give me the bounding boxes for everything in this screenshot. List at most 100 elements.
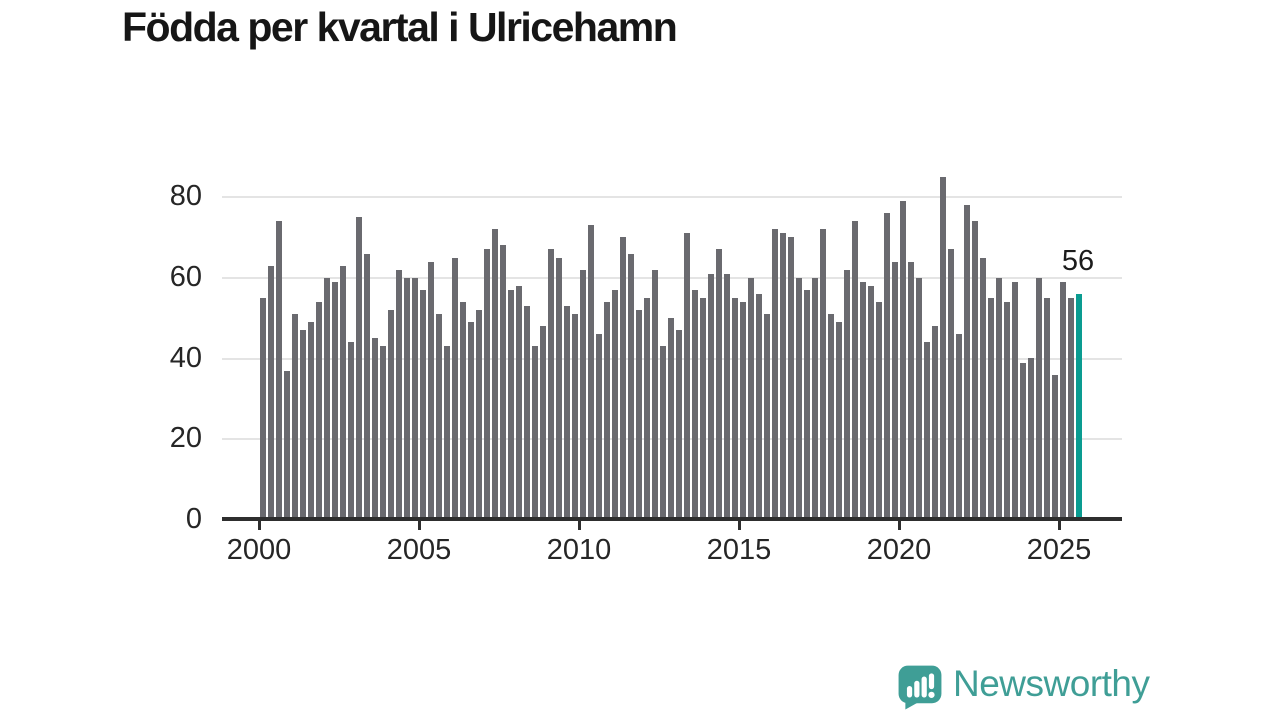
gridline [222, 196, 1122, 198]
bar [780, 233, 786, 520]
bar [764, 314, 770, 520]
bar [444, 346, 450, 520]
bar [428, 262, 434, 520]
bar [956, 334, 962, 520]
bar [1068, 298, 1074, 520]
bar [788, 237, 794, 520]
bar [668, 318, 674, 520]
x-tick-label: 2005 [386, 534, 452, 566]
bar [684, 233, 690, 520]
bar [860, 282, 866, 520]
bar [436, 314, 442, 520]
bar [260, 298, 266, 520]
bar [348, 342, 354, 520]
bar [500, 245, 506, 520]
bar [340, 266, 346, 520]
y-tick-label: 20 [169, 422, 202, 455]
last-bar-value-label: 56 [1061, 245, 1095, 277]
x-tick-label: 2010 [546, 534, 612, 566]
y-tick-label: 60 [169, 260, 202, 293]
bar [876, 302, 882, 520]
bar [732, 298, 738, 520]
y-tick-label: 80 [169, 180, 202, 212]
bar [900, 201, 906, 520]
gridline [222, 276, 1122, 279]
bar [820, 229, 826, 520]
bar [324, 278, 330, 520]
bar [572, 314, 578, 520]
bar [356, 217, 362, 520]
x-tick-mark [1058, 520, 1061, 530]
bar [452, 258, 458, 520]
bar [804, 290, 810, 520]
bar [412, 278, 418, 520]
bar [476, 310, 482, 520]
bar [460, 302, 466, 520]
bar [532, 346, 538, 520]
bar [388, 310, 394, 520]
bar [636, 310, 642, 520]
bar [924, 342, 930, 520]
bar [660, 346, 666, 520]
bar [868, 286, 874, 520]
x-tick-label: 2000 [226, 534, 292, 566]
newsworthy-logo: Newsworthy [897, 663, 1150, 710]
bar [556, 258, 562, 520]
bar [748, 278, 754, 520]
bar [908, 262, 914, 520]
bar [964, 205, 970, 520]
x-tick-mark [898, 520, 901, 530]
bar [404, 278, 410, 520]
bar [1044, 298, 1050, 520]
bar [1028, 358, 1034, 520]
bar [364, 254, 370, 520]
bar [884, 213, 890, 520]
bar [292, 314, 298, 520]
brand-name: Newsworthy [953, 663, 1150, 704]
bar [772, 229, 778, 520]
bar [1060, 282, 1066, 520]
bar [564, 306, 570, 520]
bar [940, 177, 946, 520]
bar [692, 290, 698, 520]
bar [972, 221, 978, 520]
bar [892, 262, 898, 520]
bar [380, 346, 386, 520]
bar [644, 298, 650, 520]
bar [276, 221, 282, 520]
bar [1036, 278, 1042, 520]
bar [828, 314, 834, 520]
bar [268, 266, 274, 520]
bar [596, 334, 602, 520]
bar [332, 282, 338, 520]
bar [932, 326, 938, 520]
bar [676, 330, 682, 520]
bar [396, 270, 402, 520]
bar [988, 298, 994, 520]
bar [316, 302, 322, 520]
bar [756, 294, 762, 520]
bar [300, 330, 306, 520]
bar [420, 290, 426, 520]
bar [628, 254, 634, 520]
bar [1020, 363, 1026, 520]
x-tick-label: 2020 [866, 534, 932, 566]
bar [492, 229, 498, 520]
bar [852, 221, 858, 520]
bar [540, 326, 546, 520]
x-tick-mark [578, 520, 581, 530]
bar [836, 322, 842, 520]
bar [716, 249, 722, 520]
bar [740, 302, 746, 520]
highlighted-bar [1076, 294, 1082, 520]
bar [516, 286, 522, 520]
bar [508, 290, 514, 520]
bar [284, 371, 290, 520]
bar [948, 249, 954, 520]
bar [1004, 302, 1010, 520]
bar [652, 270, 658, 520]
chart-title: Födda per kvartal i Ulricehamn [122, 4, 678, 50]
bar [468, 322, 474, 520]
bar [484, 249, 490, 520]
x-tick-mark [258, 520, 261, 530]
